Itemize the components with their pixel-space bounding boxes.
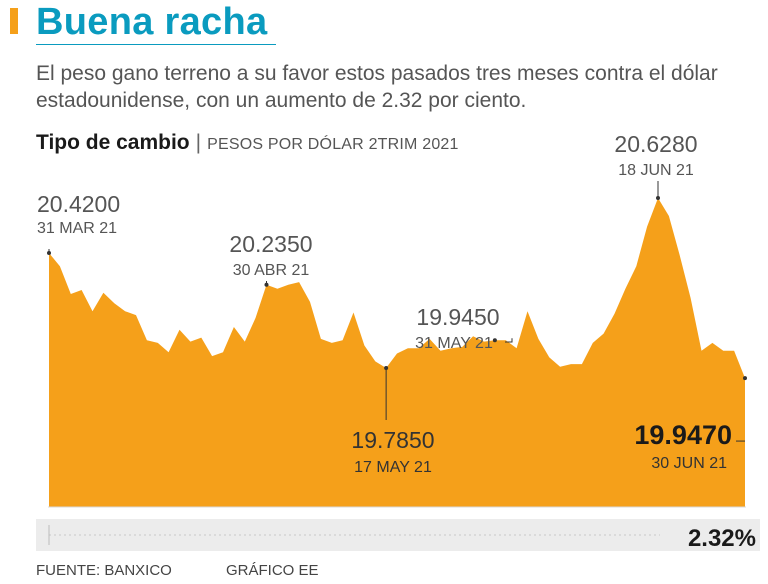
annotation-value: 19.7850	[351, 427, 434, 453]
subtitle: El peso gano terreno a su favor estos pa…	[36, 62, 718, 112]
annotation-value: 19.9470	[634, 420, 732, 450]
title-underline	[36, 44, 276, 45]
change-label: 2.32%	[688, 525, 756, 552]
chart-heading-separator: |	[195, 131, 202, 154]
annotation-date: 30 JUN 21	[651, 455, 727, 472]
title-accent-bar	[10, 8, 18, 34]
annotation-value: 19.9450	[416, 304, 499, 330]
annotation-date: 17 MAY 21	[354, 459, 432, 476]
annotation-date: 31 MAY 21	[415, 335, 493, 352]
annotation-dot	[384, 366, 389, 371]
credit-label: GRÁFICO EE	[226, 562, 319, 579]
annotation-value: 20.4200	[37, 191, 120, 217]
annotation-date: 18 JUN 21	[618, 162, 694, 179]
annotation-dot	[656, 196, 660, 200]
annotation-value: 20.2350	[229, 231, 312, 257]
annotation-dot	[47, 251, 51, 255]
annotation-date: 31 MAR 21	[37, 220, 117, 237]
annotations: 20.4200 31 MAR 21 20.2350 30 ABR 21 19.7850 1…	[37, 131, 747, 476]
annotation-dot	[492, 338, 497, 343]
annotation-value: 20.6280	[614, 131, 697, 157]
annotation-dot	[743, 376, 747, 381]
source-label: FUENTE: BANXICO	[36, 562, 172, 579]
area-series	[49, 198, 745, 507]
chart-heading-unit: PESOS POR DÓLAR 2TRIM 2021	[207, 136, 459, 153]
page-title: Buena racha	[36, 1, 268, 43]
annotation-leader	[505, 338, 513, 343]
annotation-date: 30 ABR 21	[233, 262, 310, 279]
annotation-dot	[264, 282, 269, 287]
chart-heading-label: Tipo de cambio	[36, 131, 190, 154]
chart-heading: Tipo de cambio | PESOS POR DÓLAR 2TRIM 202…	[36, 131, 459, 155]
